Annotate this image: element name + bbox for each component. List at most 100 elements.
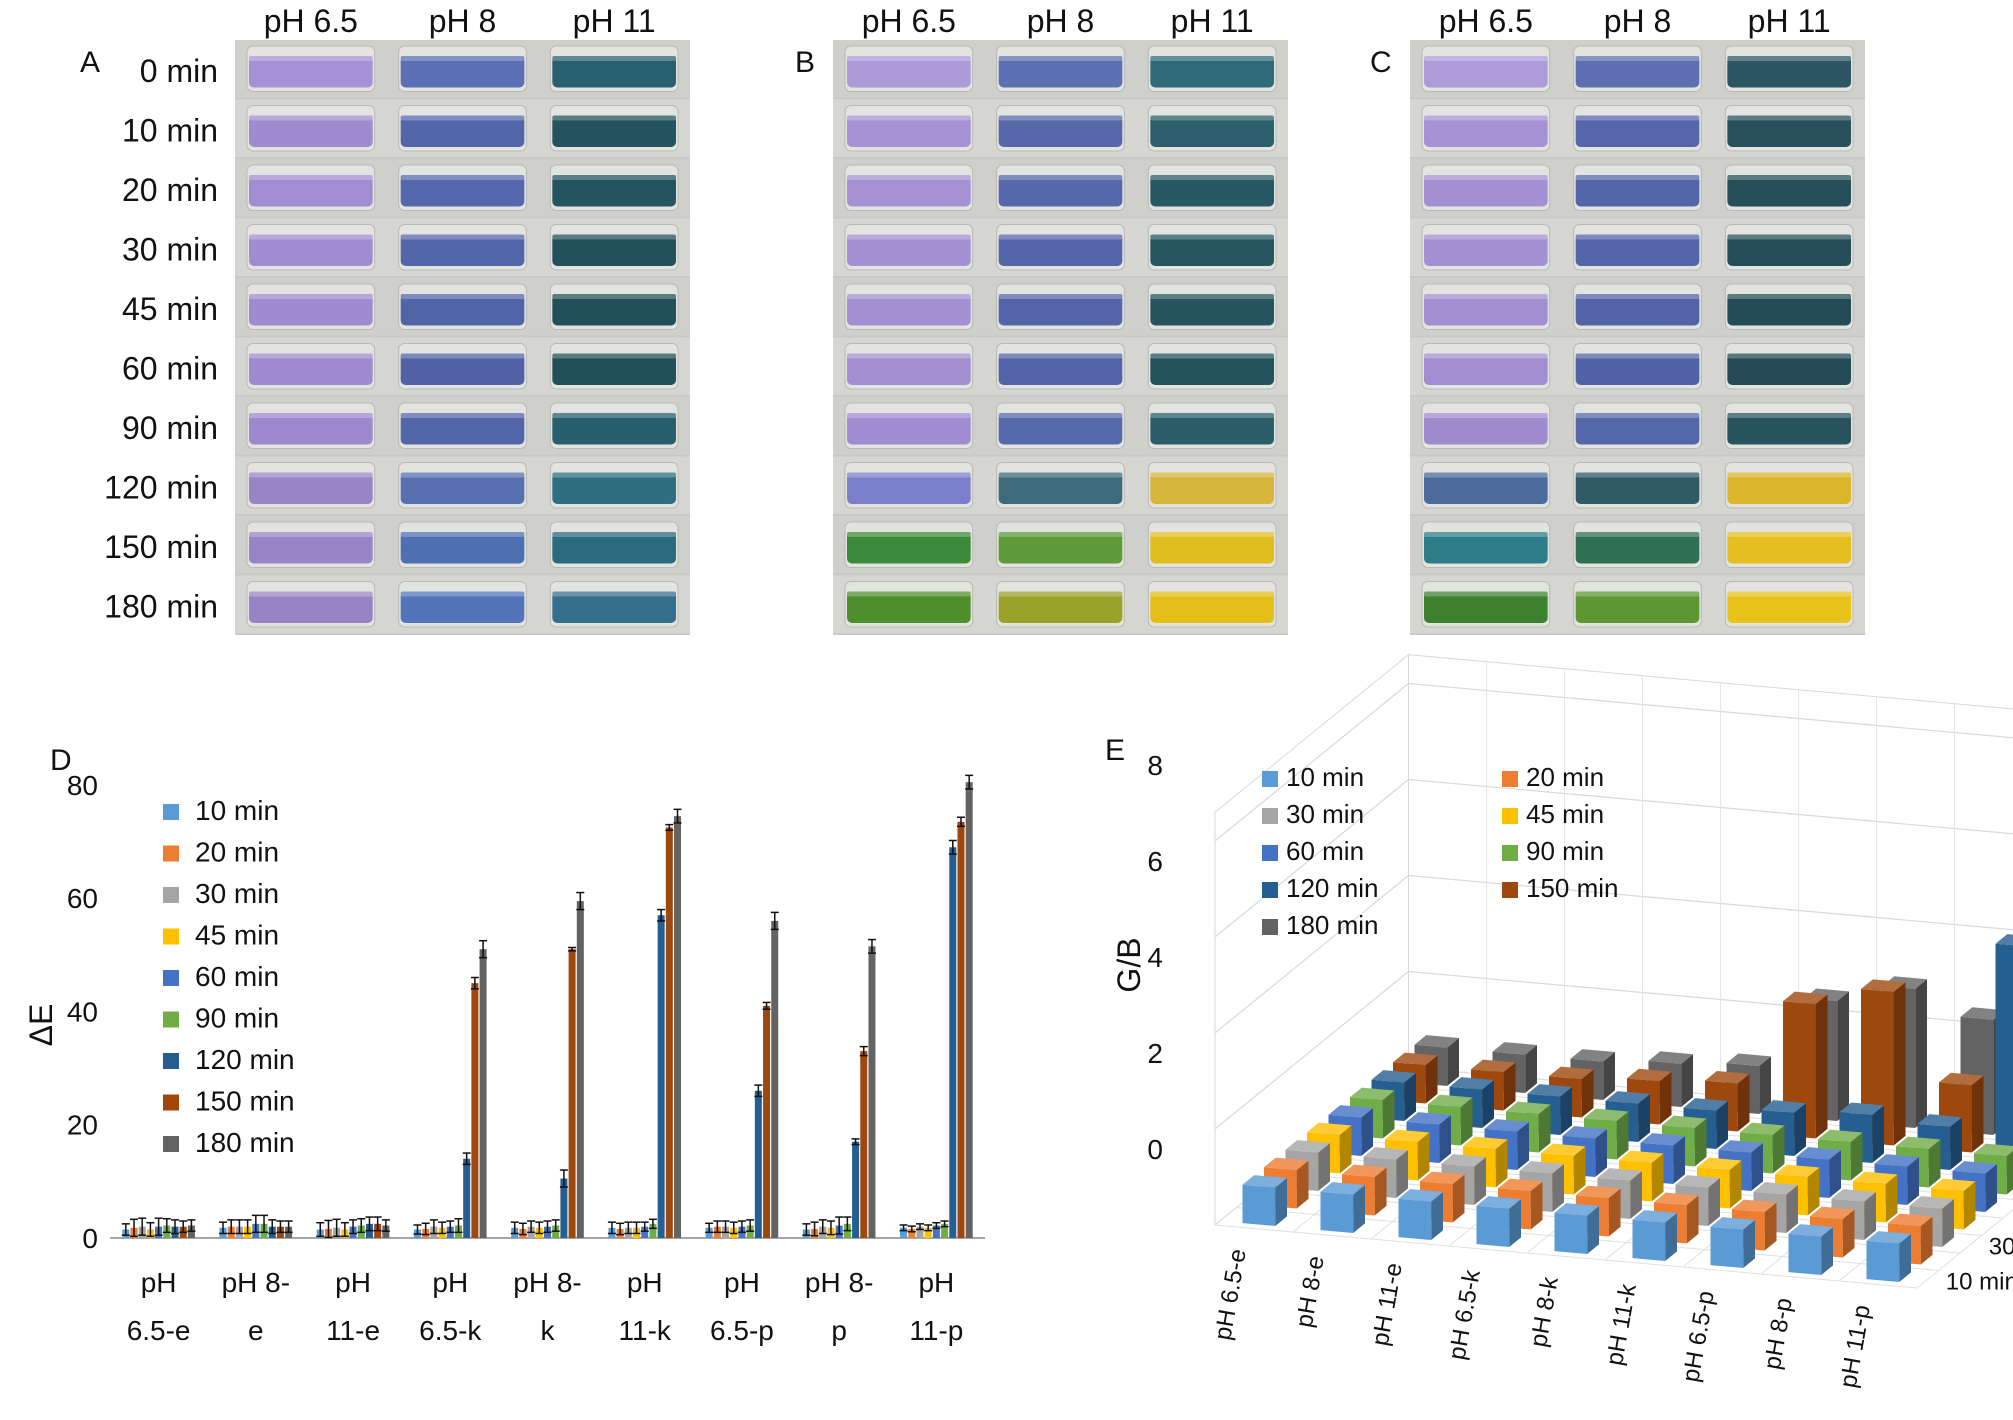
solution-highlight (847, 532, 971, 537)
bar-side (1616, 1111, 1629, 1160)
bar-side (1382, 1090, 1395, 1139)
bar (852, 1141, 860, 1238)
legend-label: 10 min (1286, 762, 1364, 792)
bar (965, 782, 973, 1238)
solution-highlight (1575, 591, 1700, 597)
bar (479, 949, 487, 1238)
legend-label: 30 min (195, 878, 279, 909)
solution-highlight (1575, 294, 1700, 299)
bar-top (1683, 1098, 1728, 1111)
solution-color (998, 532, 1123, 564)
solution-color (998, 472, 1123, 504)
solution-color (847, 413, 971, 445)
solution-color (1575, 175, 1700, 207)
bar-side (1439, 1115, 1451, 1163)
x-tick-label: pH 11-e (1367, 1261, 1408, 1348)
bar-top (1732, 1199, 1777, 1213)
solution-color (552, 591, 676, 623)
x-tick-label: pH 8-e (1291, 1254, 1330, 1330)
solution-highlight (1424, 532, 1548, 537)
x-tick-label: pH 8-p (1759, 1296, 1798, 1372)
solution-color (1150, 294, 1274, 326)
solution-highlight (552, 353, 676, 359)
bar-side (1971, 1075, 1984, 1153)
photo-panel-a: ApH 6.5 pH 8 pH 11 0 min 10 min 20 min 30 min 4… (80, 3, 690, 635)
bar-top (1471, 1059, 1516, 1073)
solution-highlight (998, 115, 1123, 121)
solution-color (998, 175, 1123, 207)
solution-highlight (400, 591, 525, 597)
solution-color (998, 115, 1123, 147)
legend-swatch (163, 1094, 179, 1111)
solution-color (552, 175, 676, 207)
x-tick-label: pH (724, 1267, 760, 1298)
solution-highlight (998, 472, 1123, 478)
bar (763, 1005, 771, 1238)
y-tick-label: 80 (67, 770, 98, 801)
solution-color (1150, 234, 1274, 266)
solution-highlight (400, 175, 525, 180)
solution-highlight (400, 472, 525, 478)
bar-side (1275, 1178, 1287, 1226)
bar-top (1484, 1119, 1529, 1132)
solution-highlight (847, 234, 971, 240)
solution-color (847, 353, 971, 385)
bar-side (1920, 1216, 1933, 1265)
bar-side (1963, 1181, 1976, 1230)
legend-label: 120 min (1286, 873, 1379, 903)
bar-side (1950, 1117, 1962, 1170)
solution-highlight (1575, 532, 1700, 537)
solution-highlight (1150, 472, 1274, 478)
bar-side (1595, 1129, 1607, 1177)
legend-label: 60 min (1286, 836, 1364, 866)
solution-color (847, 294, 971, 326)
bar-top (1393, 1052, 1438, 1066)
solution-highlight (1424, 56, 1548, 61)
bar-top (1796, 1147, 1841, 1160)
bar-side (1482, 1080, 1494, 1128)
bar-top (1242, 1175, 1287, 1188)
solution-color (400, 591, 525, 623)
bar-side (1460, 1097, 1473, 1146)
chart-e: E 0 2 4 6 8 G/B pH 6.5-e pH 8-e pH 11-e pH 6.5-k pH… (1105, 653, 2013, 1390)
bar-side (1603, 1052, 1615, 1100)
bar-top (1463, 1136, 1508, 1150)
bar-top (1554, 1203, 1599, 1216)
bar-side (1821, 1227, 1833, 1275)
bar-top (1385, 1129, 1430, 1143)
time-label: 45 min (122, 291, 218, 327)
bar (900, 1227, 908, 1238)
bar-side (1608, 1188, 1621, 1237)
solution-color (552, 294, 676, 326)
solution-color (1150, 115, 1274, 147)
bar-top (1839, 1102, 1884, 1115)
solution-color (400, 294, 525, 326)
bar-side (1842, 1209, 1855, 1258)
legend-swatch (163, 887, 179, 903)
solution-highlight (1575, 115, 1700, 121)
bar-top (1476, 1196, 1521, 1209)
bar-top (1414, 1035, 1459, 1048)
photo-panels: ApH 6.5 pH 8 pH 11 0 min 10 min 20 min 30 min 4… (80, 3, 1865, 635)
solution-color (1727, 56, 1851, 88)
bar-side (1850, 1132, 1863, 1181)
solution-color (1575, 532, 1700, 564)
bar (754, 1090, 762, 1238)
solution-color (1150, 472, 1274, 504)
solution-color (847, 234, 971, 266)
solution-highlight (400, 353, 525, 359)
bar-top (1549, 1066, 1594, 1080)
bar (1242, 1184, 1276, 1226)
legend-swatch (1502, 882, 1518, 898)
bar-side (1899, 1234, 1911, 1282)
solution-color (1727, 532, 1851, 564)
bar-top (1527, 1084, 1572, 1097)
solution-highlight (400, 234, 525, 240)
bar-top (1740, 1122, 1785, 1136)
x-tick-label: pH (141, 1267, 177, 1298)
bar-side (1318, 1143, 1330, 1191)
bar-top (1420, 1171, 1465, 1185)
bar (1398, 1198, 1432, 1240)
bar-top (1640, 1133, 1685, 1146)
column-header: pH 8 (429, 3, 497, 39)
